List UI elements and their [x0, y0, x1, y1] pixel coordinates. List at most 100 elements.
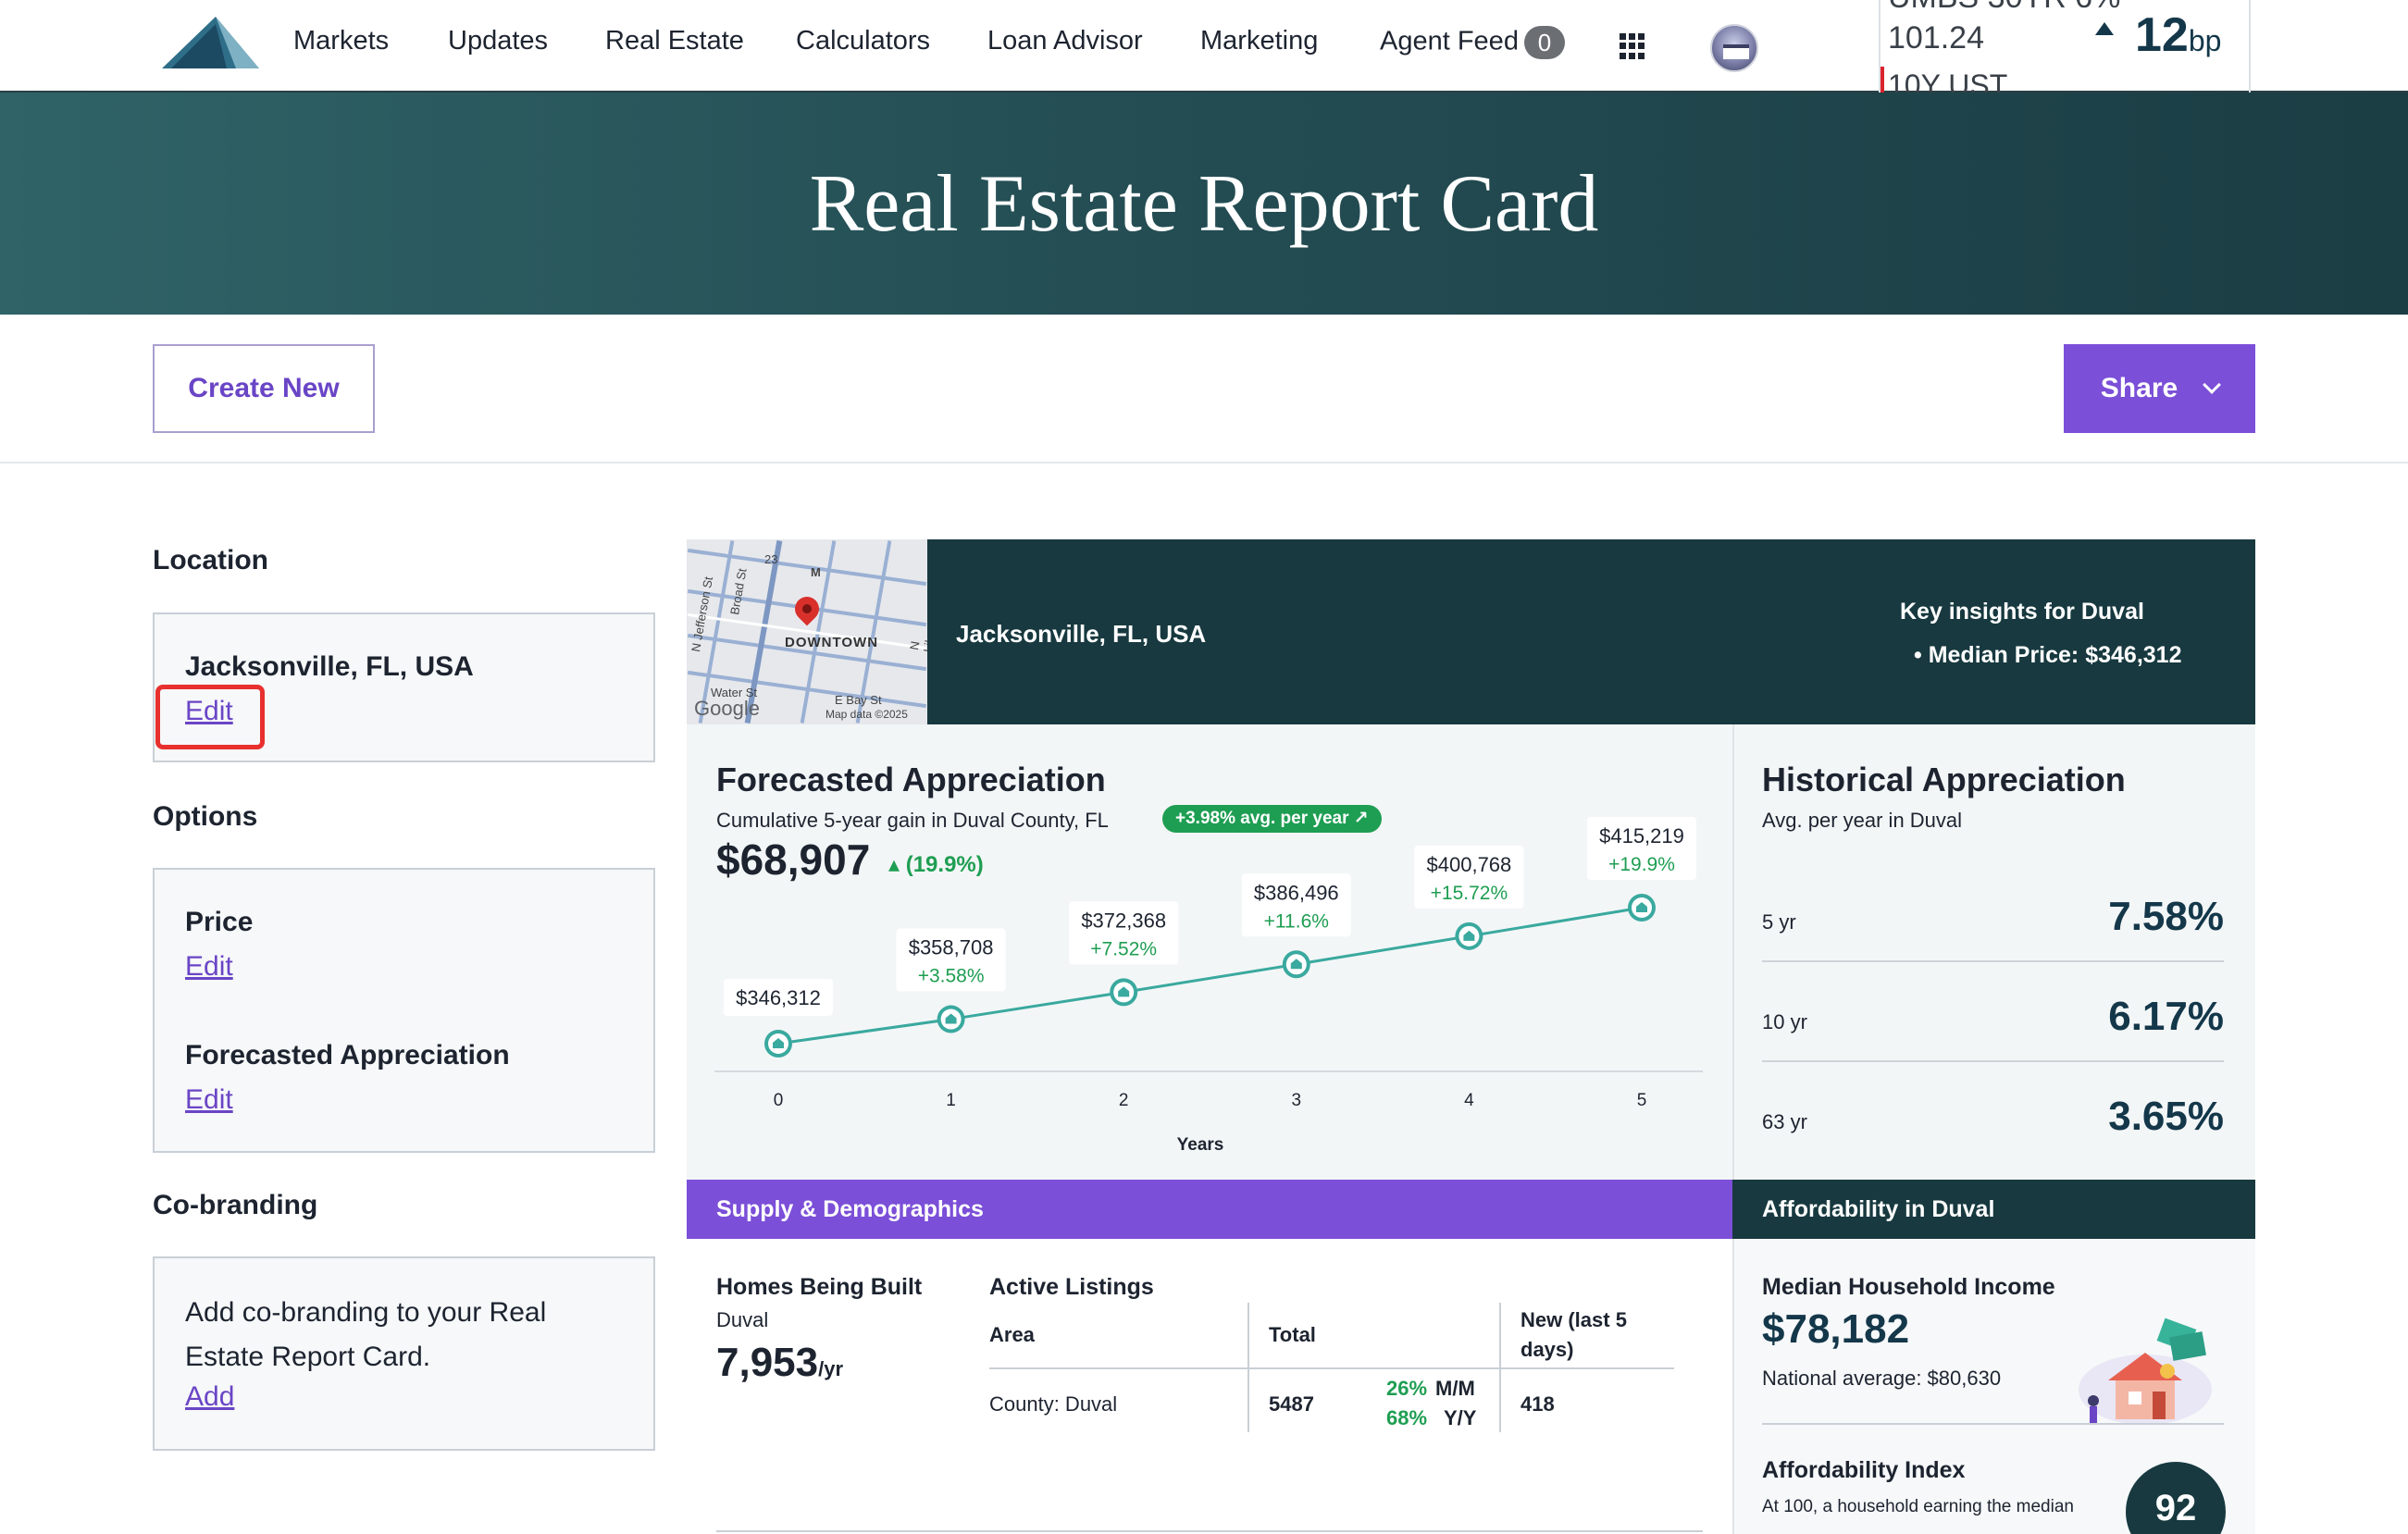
- location-value: Jacksonville, FL, USA: [185, 651, 474, 682]
- nav-agent-feed[interactable]: Agent Feed 0: [1380, 26, 1565, 59]
- edit-location-link[interactable]: Edit: [185, 696, 233, 726]
- map-marker-label: M: [811, 565, 821, 579]
- col-new-header-1: New (last 5: [1521, 1308, 1627, 1331]
- supply-demographics-bar: Supply & Demographics: [687, 1180, 1732, 1239]
- user-avatar[interactable]: [1710, 24, 1758, 72]
- google-logo: Google: [694, 697, 760, 720]
- section-divider: [0, 462, 2408, 464]
- nav-loan-advisor[interactable]: Loan Advisor: [987, 26, 1143, 56]
- historical-panel: [1732, 724, 2255, 1180]
- nav-agent-feed-label: Agent Feed: [1380, 26, 1519, 56]
- house-icon: [945, 1013, 957, 1024]
- affordability-score: 92: [2126, 1462, 2226, 1534]
- edit-forecast-link[interactable]: Edit: [185, 1084, 233, 1115]
- historical-period: 5 yr: [1762, 910, 1796, 934]
- data-value-label: $346,312: [736, 986, 821, 1009]
- brand-logo[interactable]: [162, 17, 259, 68]
- historical-value: 7.58%: [2108, 894, 2224, 939]
- nav-markets[interactable]: Markets: [293, 26, 390, 56]
- rate-ticker[interactable]: UMBS 30YR 6% 101.24 10Y UST 12bp: [1879, 0, 2251, 93]
- key-insight-median-price: Median Price: $346,312: [1928, 642, 2182, 668]
- nav-calculators[interactable]: Calculators: [796, 26, 931, 56]
- hero-banner: Real Estate Report Card: [0, 93, 2408, 315]
- homes-built-unit: /yr: [818, 1357, 844, 1380]
- house-icon: [1118, 986, 1130, 997]
- forecast-gain-percent-value: (19.9%): [905, 852, 984, 877]
- historical-value: 6.17%: [2108, 994, 2224, 1039]
- add-cobranding-link[interactable]: Add: [185, 1381, 235, 1412]
- data-change-label: +15.72%: [1431, 883, 1508, 904]
- nav-updates[interactable]: Updates: [448, 26, 549, 56]
- chevron-down-icon: [2203, 376, 2222, 394]
- data-value-label: $400,768: [1427, 853, 1512, 876]
- share-button[interactable]: Share: [2064, 344, 2255, 433]
- forecast-gain-percent: ▴ (19.9%): [888, 852, 984, 877]
- edit-location-highlight: [155, 685, 265, 749]
- create-new-button[interactable]: Create New: [153, 344, 375, 433]
- x-tick-label: 1: [946, 1091, 956, 1110]
- col-total-header: Total: [1269, 1323, 1316, 1346]
- cobranding-section-title: Co-branding: [153, 1190, 318, 1220]
- x-tick-label: 0: [774, 1091, 784, 1110]
- nav-marketing[interactable]: Marketing: [1200, 26, 1319, 56]
- data-value-label: $415,219: [1599, 824, 1684, 847]
- x-tick-label: 4: [1464, 1091, 1474, 1110]
- data-label-box: [896, 928, 1006, 992]
- key-insights-title: Key insights for Duval: [1900, 599, 2144, 625]
- table-divider: [1499, 1369, 1501, 1432]
- forecast-gain-amount: $68,907: [716, 835, 871, 884]
- affordability-index-text: At 100, a household earning the median: [1762, 1497, 2074, 1516]
- nav-real-estate[interactable]: Real Estate: [605, 26, 744, 56]
- data-label-box: [1241, 873, 1351, 937]
- affordability-divider: [1762, 1423, 2224, 1425]
- location-map[interactable]: DOWNTOWN 23 M N Jefferson St Broad St N …: [687, 539, 927, 724]
- homes-built-value: 7,953/yr: [716, 1340, 843, 1386]
- map-attribution: Map data ©2025: [825, 708, 908, 721]
- data-change-label: +7.52%: [1090, 938, 1157, 959]
- map-street-label: Broad St: [727, 567, 750, 616]
- forecast-subtitle: Cumulative 5-year gain in Duval County, …: [716, 809, 1109, 832]
- historical-value: 3.65%: [2108, 1094, 2224, 1139]
- homes-built-number: 7,953: [716, 1340, 819, 1385]
- house-money-illustration-icon: [2079, 1318, 2212, 1425]
- trending-up-icon: ↗: [1353, 809, 1369, 828]
- historical-subtitle: Avg. per year in Duval: [1762, 809, 1963, 832]
- median-income-value: $78,182: [1762, 1306, 1910, 1352]
- national-average: National average: $80,630: [1762, 1367, 2002, 1390]
- apps-grid-icon[interactable]: [1620, 33, 1645, 59]
- listings-row-area: County: Duval: [989, 1392, 1118, 1416]
- key-insight-item: • Median Price: $346,312: [1914, 642, 2182, 668]
- cobranding-text: Add co-branding to your Real Estate Repo…: [185, 1297, 547, 1372]
- forecast-option-label: Forecasted Appreciation: [185, 1040, 510, 1070]
- page-title: Real Estate Report Card: [809, 159, 1599, 249]
- listings-row-total: 5487: [1269, 1392, 1314, 1416]
- supply-panel: [687, 1239, 1732, 1534]
- forecast-panel: [687, 724, 1732, 1180]
- col-new-header-2: days): [1521, 1338, 1574, 1361]
- x-tick-label: 3: [1292, 1091, 1302, 1110]
- homes-built-area: Duval: [716, 1308, 769, 1331]
- top-nav: Markets Updates Real Estate Calculators …: [0, 0, 2408, 93]
- agent-feed-count-badge: 0: [1523, 26, 1565, 59]
- price-option-label: Price: [185, 907, 254, 937]
- house-icon: [1463, 930, 1475, 941]
- data-value-label: $372,368: [1081, 909, 1166, 932]
- table-divider: [1499, 1303, 1501, 1369]
- ticker-change: 12bp: [2135, 7, 2221, 63]
- data-value-label: $386,496: [1254, 881, 1339, 904]
- data-value-label: $358,708: [909, 936, 994, 959]
- house-icon: [773, 1038, 784, 1048]
- edit-price-link[interactable]: Edit: [185, 951, 233, 982]
- listings-mm-pct: 26%: [1386, 1377, 1428, 1400]
- map-street-label: E Bay St: [835, 693, 882, 707]
- forecast-title: Forecasted Appreciation: [716, 761, 1106, 798]
- forecast-line: [777, 906, 1643, 1045]
- forecast-chart: $346,312 0 $358,708 +3.58% 1 $372,368 +7.52% 2 $…: [714, 817, 1703, 1155]
- supply-demographics-title: Supply & Demographics: [716, 1196, 984, 1222]
- x-axis-label: Years: [1177, 1135, 1224, 1155]
- location-section-title: Location: [153, 545, 268, 575]
- x-tick-label: 5: [1637, 1091, 1647, 1110]
- table-divider: [989, 1367, 1674, 1369]
- table-divider: [1247, 1369, 1249, 1432]
- data-label-box: [724, 979, 833, 1016]
